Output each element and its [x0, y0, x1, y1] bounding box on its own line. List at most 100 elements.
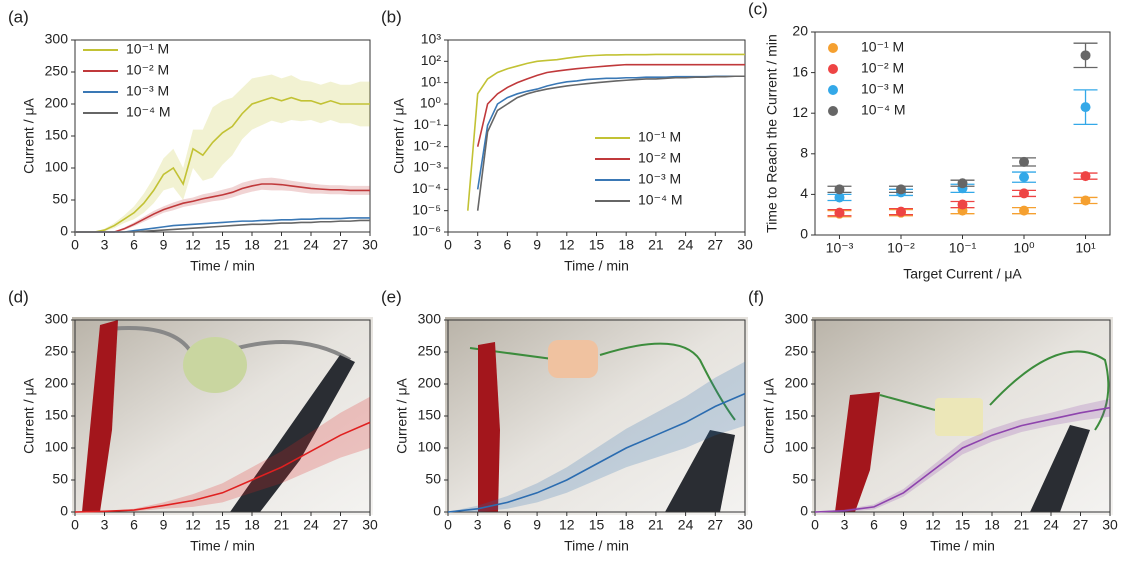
- x-tick-label: 0: [444, 517, 452, 533]
- x-tick-label: 6: [504, 517, 512, 533]
- panel-label: (d): [8, 287, 29, 306]
- y-tick-label: 10⁻¹: [413, 116, 441, 132]
- x-tick-label: 10⁻²: [887, 240, 915, 256]
- x-tick-label: 6: [130, 237, 138, 253]
- error-band: [75, 177, 370, 232]
- legend-label: 10⁻³ M: [126, 83, 169, 99]
- y-tick-label: 100: [785, 439, 809, 455]
- black-clip: [665, 430, 735, 512]
- data-line: [476, 63, 745, 147]
- x-tick-label: 9: [160, 237, 168, 253]
- y-axis-label: Current / μA: [21, 377, 37, 453]
- error-band: [75, 396, 370, 512]
- photo: [72, 317, 373, 515]
- legend-label: 10⁻³ M: [861, 81, 904, 97]
- y-tick-label: 10⁻²: [413, 137, 441, 153]
- point: [957, 199, 968, 210]
- x-tick-label: 15: [215, 517, 231, 533]
- y-tick-label: 8: [800, 145, 808, 161]
- y-axis-label: Current / μA: [21, 97, 37, 173]
- x-tick-label: 27: [1073, 517, 1089, 533]
- x-axis-label: Time / min: [564, 258, 629, 274]
- y-tick-label: 100: [45, 439, 69, 455]
- y-tick-label: 300: [785, 311, 809, 327]
- x-tick-label: 12: [185, 517, 201, 533]
- x-tick-label: 30: [362, 237, 378, 253]
- y-tick-label: 200: [785, 375, 809, 391]
- x-axis-label: Target Current / μA: [903, 266, 1022, 282]
- y-tick-label: 0: [60, 223, 68, 239]
- x-tick-label: 18: [618, 517, 634, 533]
- legend-label: 10⁻¹ M: [126, 41, 169, 57]
- y-tick-label: 200: [45, 375, 69, 391]
- x-tick-label: 15: [215, 237, 231, 253]
- x-tick-label: 0: [71, 517, 79, 533]
- y-tick-label: 150: [785, 407, 809, 423]
- x-tick-label: 21: [274, 517, 290, 533]
- x-tick-label: 9: [533, 237, 541, 253]
- y-tick-label: 300: [45, 311, 69, 327]
- x-tick-label: 9: [533, 517, 541, 533]
- x-tick-label: 6: [504, 237, 512, 253]
- black-clip: [230, 355, 355, 512]
- y-tick-label: 12: [792, 104, 808, 120]
- y-tick-label: 0: [433, 503, 441, 519]
- y-tick-label: 0: [60, 503, 68, 519]
- x-tick-label: 6: [130, 517, 138, 533]
- x-tick-label: 18: [984, 517, 1000, 533]
- legend-marker: [828, 64, 838, 74]
- data-line: [75, 183, 370, 233]
- y-tick-label: 10⁻⁶: [412, 223, 441, 239]
- x-tick-label: 3: [841, 517, 849, 533]
- x-tick-label: 24: [678, 517, 694, 533]
- x-tick-label: 9: [900, 517, 908, 533]
- y-tick-label: 250: [418, 343, 442, 359]
- y-tick-label: 300: [418, 311, 442, 327]
- y-axis-label: Current / μA: [761, 377, 777, 453]
- legend-label: 10⁻² M: [638, 150, 681, 166]
- y-tick-label: 50: [52, 191, 68, 207]
- legend-label: 10⁻⁴ M: [861, 102, 906, 118]
- legend-label: 10⁻⁴ M: [126, 104, 171, 120]
- y-tick-label: 10²: [421, 52, 442, 68]
- y-tick-label: 50: [425, 471, 441, 487]
- y-tick-label: 50: [792, 471, 808, 487]
- x-tick-label: 12: [559, 517, 575, 533]
- point: [834, 192, 845, 203]
- point: [834, 207, 845, 218]
- panel-label: (c): [748, 0, 768, 18]
- x-axis-label: Time / min: [930, 538, 995, 554]
- sponge: [548, 340, 598, 378]
- y-axis-label: Time to Reach the Current / min: [764, 34, 780, 233]
- x-tick-label: 0: [444, 237, 452, 253]
- y-tick-label: 20: [792, 23, 808, 39]
- y-tick-label: 10¹: [421, 73, 442, 89]
- error-band: [448, 361, 745, 512]
- x-tick-label: 30: [737, 517, 753, 533]
- data-line: [476, 75, 745, 190]
- legend-label: 10⁻² M: [126, 62, 169, 78]
- x-tick-label: 27: [333, 517, 349, 533]
- x-tick-label: 0: [811, 517, 819, 533]
- y-tick-label: 200: [45, 95, 69, 111]
- y-tick-label: 200: [418, 375, 442, 391]
- y-tick-label: 10⁻⁵: [412, 201, 441, 217]
- x-tick-label: 6: [870, 517, 878, 533]
- point: [895, 184, 906, 195]
- panel-label: (a): [8, 7, 29, 26]
- y-axis-label: Current / μA: [391, 97, 407, 173]
- x-axis-label: Time / min: [564, 538, 629, 554]
- x-tick-label: 10⁰: [1013, 240, 1035, 256]
- x-tick-label: 3: [474, 517, 482, 533]
- x-tick-label: 10⁻¹: [949, 240, 977, 256]
- x-tick-label: 21: [648, 237, 664, 253]
- x-tick-label: 18: [244, 517, 260, 533]
- legend-label: 10⁻¹ M: [638, 129, 681, 145]
- error-band: [75, 74, 370, 232]
- wire: [879, 350, 1110, 431]
- point: [1019, 188, 1030, 199]
- point: [1080, 171, 1091, 182]
- y-tick-label: 100: [45, 159, 69, 175]
- data-line: [467, 53, 745, 211]
